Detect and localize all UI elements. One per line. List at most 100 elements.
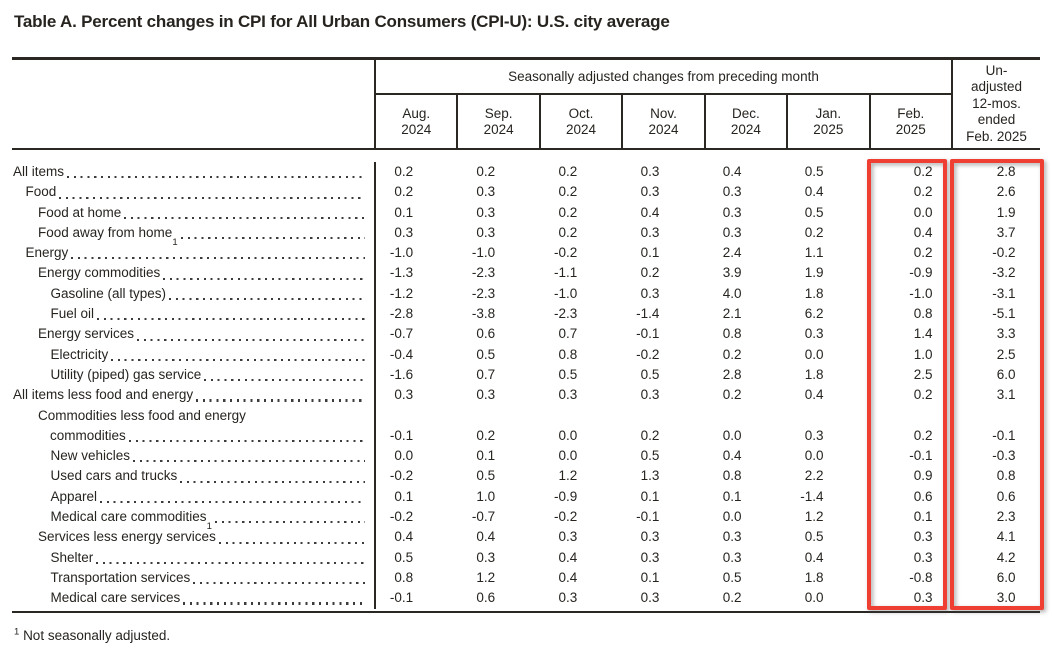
- cell-feb-2025: 0.2: [913, 184, 933, 200]
- row-label: All items less food and energy: [13, 385, 366, 405]
- cell-jan-2025: 1.1: [804, 245, 824, 261]
- row-label-cell: Food: [12, 182, 376, 203]
- dot-leader: [169, 297, 365, 301]
- cell-feb-2025: -0.9: [909, 265, 933, 281]
- cell-sep-2024: 0.2: [476, 164, 496, 179]
- cell-jan-2025: 1.8: [804, 569, 824, 585]
- cell-feb-2025: 2.5: [913, 366, 933, 382]
- cell-nov-2024: 0.2: [640, 427, 660, 443]
- cell-dec-2024: 0.4: [722, 164, 742, 179]
- dot-leader: [137, 338, 365, 341]
- cell-feb-2025: 0.6: [913, 488, 933, 504]
- row-label: Food away from home 1: [38, 223, 366, 247]
- row-label-cell: Energy commodities: [12, 263, 376, 284]
- cell-nov-2024: 0.1: [640, 245, 660, 261]
- cell-nov-2024: -1.4: [636, 306, 660, 322]
- dot-leader: [128, 440, 365, 443]
- cell-nov-2024: 0.1: [640, 488, 660, 504]
- cell-feb-2025: 0.2: [913, 245, 933, 261]
- cell-feb-2025: 0.0: [913, 204, 933, 220]
- cell-jan-2025: -1.4: [800, 488, 824, 504]
- cell-feb-2025: 0.8: [913, 306, 933, 322]
- row-label-cell: Shelter: [12, 547, 376, 568]
- cell-aug-2024: -0.4: [389, 346, 414, 362]
- cell-aug-2024: -0.1: [389, 427, 414, 443]
- cell-oct-2024: 0.7: [558, 326, 578, 342]
- cell-oct-2024: 0.3: [558, 590, 578, 606]
- row-label-cell: New vehicles: [12, 446, 376, 467]
- cell-jan-2025: 6.2: [804, 306, 824, 322]
- row-label-wrap: All items: [12, 162, 366, 182]
- row-label-wrap: Fuel oil: [12, 304, 366, 324]
- cell-oct-2024: 1.2: [558, 468, 578, 484]
- month-header-line: Jan.: [815, 105, 842, 121]
- cell-nov-2024: 0.3: [640, 387, 660, 403]
- cell-jan-2025: 0.0: [804, 346, 824, 362]
- cell-nov-2024: 0.3: [640, 529, 660, 545]
- cell-aug-2024: -1.6: [389, 366, 414, 382]
- cell-dec-2024: 2.1: [722, 306, 742, 322]
- table-row: New vehicles 0.0 0.1 0.0 0.5 0.4 0.0 -0.1 -0.3: [12, 446, 1040, 467]
- month-header-line: 2024: [566, 121, 597, 137]
- cpi-table: Seasonally adjusted changes from precedi…: [12, 57, 1040, 613]
- cell-dec-2024: 0.3: [722, 204, 742, 220]
- unadjusted-header-line: Un-: [985, 62, 1008, 78]
- row-label-cell: Medical care commodities 1: [12, 507, 376, 532]
- cell-dec-2024: 0.8: [722, 326, 742, 342]
- cell-12-mos-unadjusted: -5.1: [992, 306, 1016, 322]
- cell-oct-2024: 0.4: [558, 549, 578, 565]
- cell-feb-2025: 1.0: [913, 346, 933, 362]
- cell-jan-2025: 0.3: [804, 326, 824, 342]
- cell-jan-2025: 0.5: [804, 204, 824, 220]
- unadjusted-header-line: ended: [977, 112, 1016, 128]
- cell-jan-2025: 0.0: [804, 448, 824, 464]
- page-title: Table A. Percent changes in CPI for All …: [14, 12, 670, 31]
- table-row: Food 0.2 0.3 0.2 0.3 0.3 0.4 0.2 2.6: [12, 182, 1040, 203]
- cell-sep-2024: 1.0: [476, 488, 496, 504]
- row-label-cell: Utility (piped) gas service: [12, 364, 376, 386]
- cell-nov-2024: 0.5: [640, 366, 660, 382]
- cell-sep-2024: 0.1: [476, 448, 496, 464]
- cell-oct-2024: 0.3: [558, 529, 578, 545]
- cell-aug-2024: 0.3: [394, 224, 414, 240]
- cell-nov-2024: 0.1: [640, 569, 660, 585]
- cell-nov-2024: 0.3: [640, 590, 660, 606]
- month-header-line: Nov.: [650, 105, 677, 121]
- cell-jan-2025: 0.5: [804, 529, 824, 545]
- table-row: Energy services -0.7 0.6 0.7 -0.1 0.8 0.3 1.4 3.…: [12, 324, 1040, 345]
- row-label-cell: All items: [12, 162, 376, 183]
- cell-dec-2024: 3.9: [722, 265, 742, 281]
- cell-dec-2024: 0.2: [722, 387, 742, 403]
- cell-aug-2024: 0.1: [394, 488, 414, 504]
- row-label: Shelter: [51, 548, 367, 568]
- cell-aug-2024: 0.8: [394, 569, 414, 585]
- cell-aug-2024: -1.3: [389, 265, 414, 281]
- row-label-cell: All items less food and energy: [12, 385, 376, 406]
- cell-12-mos-unadjusted: 6.0: [996, 569, 1016, 585]
- row-label-wrap: Services less energy services: [12, 527, 366, 547]
- row-label-cell: Apparel: [12, 486, 376, 508]
- cell-12-mos-unadjusted: 2.6: [996, 184, 1016, 200]
- cell-sep-2024: 0.6: [476, 326, 496, 342]
- month-header-line: Dec.: [732, 105, 760, 121]
- cell-oct-2024: 0.2: [558, 224, 578, 240]
- cell-12-mos-unadjusted: 6.0: [996, 366, 1016, 382]
- row-label: Transportation services: [51, 568, 367, 588]
- row-label: Medical care commodities 1: [51, 507, 367, 532]
- cell-12-mos-unadjusted: -0.1: [992, 427, 1016, 443]
- table-row: Shelter 0.5 0.3 0.4 0.3 0.3 0.4 0.3 4.2: [12, 547, 1040, 568]
- cell-aug-2024: -0.7: [389, 326, 414, 342]
- cell-12-mos-unadjusted: -3.2: [992, 265, 1016, 281]
- cell-dec-2024: 0.3: [722, 549, 742, 565]
- row-label: Services less energy services: [38, 527, 366, 547]
- cell-nov-2024: 0.3: [640, 549, 660, 565]
- column-header-nov-2024: Nov. 2024: [623, 95, 706, 148]
- cell-dec-2024: 0.0: [722, 427, 742, 443]
- unadjusted-header-line: Feb. 2025: [966, 128, 1027, 144]
- month-header-line: 2024: [730, 121, 761, 137]
- cell-12-mos-unadjusted: 3.0: [996, 590, 1016, 606]
- row-label-wrap: Commodities less food and energy commodit…: [12, 406, 366, 447]
- dot-leader: [97, 318, 365, 321]
- row-label-wrap: Electricity: [12, 345, 366, 365]
- cell-nov-2024: 0.4: [640, 204, 660, 220]
